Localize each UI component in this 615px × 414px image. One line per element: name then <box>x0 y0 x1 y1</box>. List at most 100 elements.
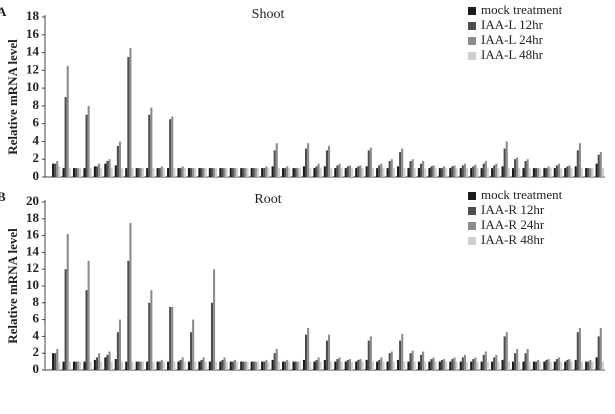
bar <box>449 168 452 177</box>
bar <box>580 361 584 370</box>
bar <box>177 361 180 370</box>
bar <box>438 168 441 177</box>
bar <box>413 361 416 370</box>
bar <box>568 165 571 177</box>
bar <box>367 340 370 370</box>
bar <box>129 48 132 177</box>
bar <box>210 168 214 177</box>
legend-label: IAA-L 12hr <box>481 17 544 32</box>
bar <box>463 354 466 370</box>
bar <box>204 361 207 370</box>
bar <box>208 168 211 177</box>
bar <box>396 359 400 370</box>
bar <box>181 357 184 370</box>
bar <box>532 361 535 370</box>
bar <box>125 168 128 177</box>
bar <box>539 168 542 177</box>
bar <box>240 361 243 370</box>
legend-label: mock treatment <box>481 187 563 202</box>
bar <box>514 353 517 370</box>
bar <box>271 359 274 370</box>
bar <box>302 166 306 177</box>
bar <box>273 150 276 177</box>
bar <box>309 168 312 177</box>
bar <box>79 168 82 177</box>
bar <box>95 357 99 370</box>
bar <box>160 359 163 370</box>
bar <box>219 361 222 370</box>
bar <box>557 357 561 370</box>
bar <box>225 361 228 370</box>
bar <box>537 359 540 370</box>
bar <box>62 168 65 177</box>
bar <box>305 334 308 370</box>
bar <box>359 165 362 177</box>
bar <box>229 361 232 370</box>
bar <box>141 361 145 370</box>
bar <box>507 168 510 177</box>
bar <box>194 168 197 177</box>
bar <box>484 161 487 177</box>
bar <box>403 168 406 177</box>
bar <box>192 319 195 370</box>
bar <box>263 168 266 177</box>
legend-label: IAA-R 48hr <box>481 232 545 247</box>
bar <box>66 233 69 370</box>
bar <box>89 361 92 370</box>
bar <box>250 168 253 177</box>
bar <box>194 361 197 370</box>
bar <box>198 361 201 370</box>
bar <box>167 361 170 370</box>
y-tick-label: 8 <box>33 97 40 112</box>
bar <box>336 165 339 177</box>
y-tick-label: 0 <box>33 361 40 376</box>
bar <box>169 307 172 370</box>
bar <box>56 349 59 370</box>
bar <box>361 361 364 370</box>
bar <box>305 148 308 177</box>
bar <box>256 168 260 177</box>
bar <box>325 340 328 370</box>
bar <box>555 359 558 370</box>
bar <box>472 166 475 177</box>
bar <box>282 361 285 370</box>
bar <box>58 166 61 177</box>
bar <box>371 361 374 370</box>
bar <box>223 168 226 177</box>
bar <box>137 168 140 177</box>
bar <box>417 168 420 177</box>
bar <box>511 361 515 370</box>
bar <box>461 357 464 370</box>
bar <box>453 357 456 370</box>
bar <box>307 328 310 370</box>
bar <box>505 141 508 177</box>
bar <box>578 328 581 370</box>
legend-swatch <box>468 52 476 60</box>
bar <box>75 361 78 370</box>
bar <box>455 361 458 370</box>
bar <box>493 357 496 370</box>
bar <box>553 168 556 177</box>
bar <box>66 65 69 177</box>
legend-label: IAA-L 48hr <box>481 47 544 62</box>
bar <box>317 163 320 177</box>
bar <box>445 168 448 177</box>
bar <box>369 336 372 370</box>
bar <box>495 163 498 177</box>
bar <box>432 357 435 370</box>
bar <box>451 359 454 370</box>
bar <box>183 168 186 177</box>
bar <box>543 168 546 177</box>
bar <box>440 359 443 370</box>
bar <box>139 361 142 370</box>
bar <box>482 354 485 370</box>
bar <box>298 168 301 177</box>
bar <box>225 168 228 177</box>
bar <box>578 143 581 177</box>
bar <box>95 166 99 177</box>
bar <box>325 150 328 177</box>
legend-label: IAA-R 12hr <box>481 202 545 217</box>
bar <box>277 168 280 177</box>
bar <box>344 168 347 177</box>
bar <box>58 361 61 370</box>
